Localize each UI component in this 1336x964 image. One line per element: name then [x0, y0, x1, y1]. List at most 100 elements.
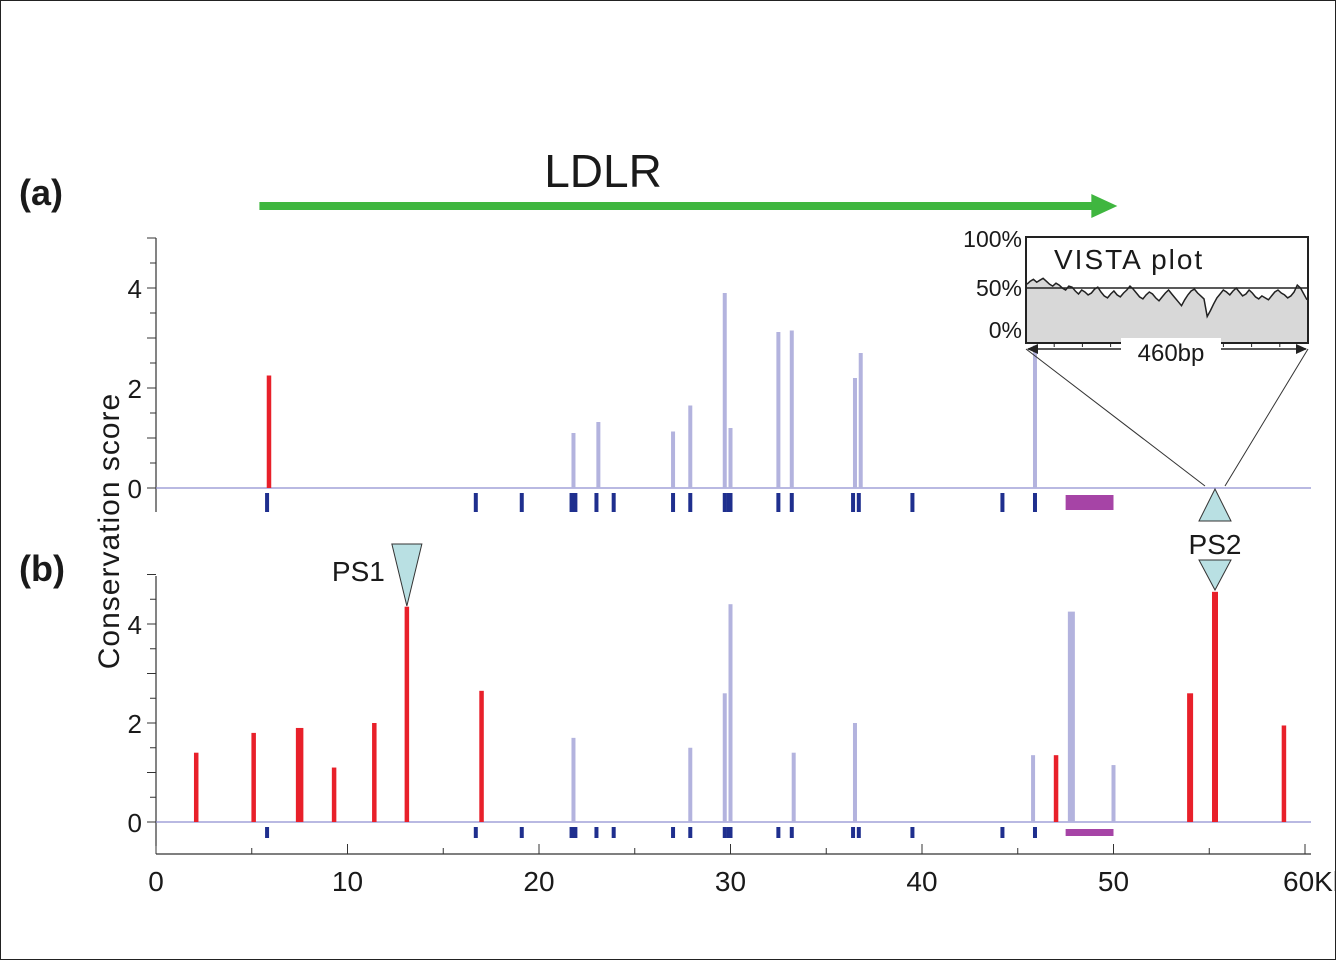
panel-b-bar: [722, 693, 727, 822]
panel-a-exon-mark: [789, 493, 794, 512]
panel-b-bar: [852, 723, 857, 822]
panel-b-y-tick-label: 2: [128, 709, 142, 739]
panel-b-exon-mark: [573, 827, 578, 838]
panel-a-exon-mark: [473, 493, 478, 512]
x-tick-label: 10: [332, 866, 363, 897]
panel-a-exon-mark: [856, 493, 861, 512]
panel-a-exon-mark: [851, 493, 856, 512]
panel-a-exon-mark: [1032, 493, 1037, 512]
panel-b-exon-mark: [265, 827, 270, 838]
panel-a-bar: [858, 353, 863, 488]
panel-b-bar: [1067, 611, 1075, 822]
zoom-connector-left: [1025, 348, 1206, 487]
panel-a-exon-mark: [671, 493, 676, 512]
panel-a-bar: [596, 422, 601, 488]
panel-b-bar: [571, 737, 576, 822]
panel-a-bar: [266, 375, 272, 488]
panel-b-exon-mark: [722, 827, 727, 838]
panel-b-y-tick-label: 4: [128, 610, 142, 640]
vista-y-label: 100%: [963, 226, 1022, 252]
zoom-connector-right: [1224, 348, 1309, 487]
panel-b-bar: [193, 752, 199, 822]
span-label-bg: [1121, 338, 1221, 360]
span-arrow-left: [1027, 344, 1038, 354]
panel-b-exon-mark: [910, 827, 915, 838]
panel-b-exon-mark: [611, 827, 616, 838]
span-arrow-right: [1296, 344, 1307, 354]
x-tick-label: 20: [523, 866, 554, 897]
panel-a-exon-mark: [519, 493, 524, 512]
ps2-label: PS2: [1189, 529, 1242, 560]
panel-a-utr-block: [1065, 495, 1114, 510]
x-tick-label: 60Kb: [1283, 866, 1335, 897]
panel-a-y-tick-label: 2: [128, 374, 142, 404]
panel-a-exon-mark: [688, 493, 693, 512]
panel-a-exon-mark: [722, 493, 727, 512]
panel-a-label: (a): [19, 172, 63, 213]
panel-b-exon-mark: [789, 827, 794, 838]
vista-area: [1027, 278, 1307, 342]
panel-b-bar: [1111, 765, 1116, 822]
panel-b-exon-mark: [473, 827, 478, 838]
panel-b-exon-mark: [1032, 827, 1037, 838]
panel-a-exon-mark: [594, 493, 599, 512]
ps2-marker-down: [1198, 559, 1232, 592]
panel-a-exon-mark: [573, 493, 578, 512]
panel-b-bar: [404, 606, 410, 822]
ps2-marker-up: [1198, 487, 1232, 522]
y-axis-title: Conservation score: [93, 393, 126, 669]
panel-a-bar: [1032, 345, 1037, 488]
panel-a-exon-mark: [910, 493, 915, 512]
panel-b-bar: [1281, 725, 1287, 822]
panel-b-exon-mark: [519, 827, 524, 838]
gene-label: LDLR: [544, 145, 662, 197]
panel-b-bar: [251, 732, 256, 822]
panel-b-label: (b): [19, 548, 65, 589]
panel-a-bar: [852, 378, 857, 488]
panel-a-y-tick-label: 4: [128, 274, 142, 304]
panel-b-bar: [688, 747, 693, 822]
span-label: 460bp: [1138, 340, 1205, 367]
panel-b-utr-block: [1065, 829, 1114, 836]
panel-a-exon-mark: [265, 493, 270, 512]
vista-title: VISTA plot: [1054, 244, 1204, 275]
x-tick-label: 0: [148, 866, 164, 897]
panel-a-bar: [571, 433, 576, 488]
panel-b-y-tick-label: 0: [128, 808, 142, 838]
ps1-label: PS1: [332, 556, 385, 587]
panel-a-bar: [728, 428, 733, 488]
panel-a-exon-mark: [1000, 493, 1005, 512]
panel-b-exon-mark: [1000, 827, 1005, 838]
panel-b-exon-mark: [856, 827, 861, 838]
panel-a-exon-mark: [776, 493, 781, 512]
panel-b-exon-mark: [671, 827, 676, 838]
panel-b-exon-mark: [569, 827, 574, 838]
gene-arrow-head: [1091, 194, 1118, 218]
panel-b-bar: [1053, 755, 1059, 822]
panel-b-bar: [479, 690, 484, 822]
panel-a-exon-mark: [611, 493, 616, 512]
panel-a-exon-mark: [728, 493, 733, 512]
panel-a-bar: [722, 293, 727, 488]
panel-a-bar: [789, 330, 794, 488]
vista-y-label: 50%: [976, 275, 1022, 301]
panel-b-exon-mark: [688, 827, 693, 838]
panel-b-exon-mark: [851, 827, 856, 838]
panel-b-bar: [295, 727, 304, 822]
panel-a-exon-mark: [569, 493, 574, 512]
panel-b-bar: [728, 604, 733, 822]
panel-b-bar: [1031, 755, 1036, 822]
x-tick-label: 30: [715, 866, 746, 897]
ps1-marker: [391, 543, 423, 607]
panel-a-bar: [671, 431, 676, 488]
panel-a-bar: [688, 405, 693, 488]
panel-a-y-tick-label: 0: [128, 474, 142, 504]
panel-b-exon-mark: [776, 827, 781, 838]
x-tick-label: 50: [1098, 866, 1129, 897]
panel-a-bar: [776, 332, 781, 488]
panel-b-bar: [1187, 693, 1194, 822]
panel-b-exon-mark: [594, 827, 599, 838]
panel-b-bar: [372, 723, 377, 822]
